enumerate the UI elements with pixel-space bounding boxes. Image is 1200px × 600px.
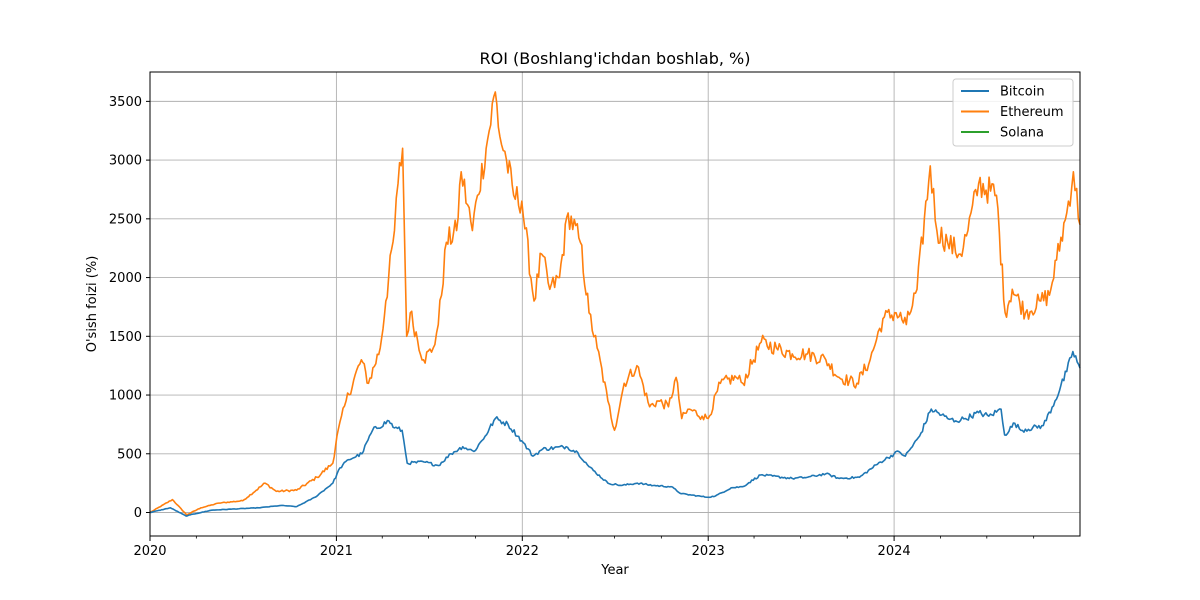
x-tick-label: 2021 [320,544,353,559]
y-axis-ticks: 0 500 1000 1500 2000 2500 3000 3500 [109,95,150,521]
legend-label-bitcoin: Bitcoin [1000,85,1045,100]
x-tick-label: 2024 [878,544,911,559]
x-tick-label: 2022 [506,544,539,559]
y-tick-label: 1500 [109,330,142,345]
x-axis-title: Year [600,563,629,578]
series-line-bitcoin [149,350,1081,517]
plot-area-frame [149,71,1081,537]
chart-title: ROI (Boshlang'ichdan boshlab, %) [480,49,751,68]
y-tick-label: 3000 [109,154,142,169]
x-tick-label: 2023 [692,544,725,559]
legend: Bitcoin Ethereum Solana [952,78,1074,147]
y-tick-label: 0 [134,506,142,521]
y-tick-label: 1000 [109,389,142,404]
y-tick-label: 3500 [109,95,142,110]
legend-label-solana: Solana [1000,126,1044,141]
x-tick-label: 2020 [133,544,166,559]
legend-box [952,78,1074,147]
series-line-ethereum [149,91,1081,516]
series-lines [149,91,1081,517]
y-tick-label: 500 [117,447,142,462]
legend-label-ethereum: Ethereum [1000,105,1064,120]
y-tick-label: 2500 [109,212,142,227]
x-axis-ticks: 2020 2021 2022 2023 2024 [133,536,1035,559]
y-axis-title: O'sish foizi (%) [85,256,100,353]
y-tick-label: 2000 [109,271,142,286]
